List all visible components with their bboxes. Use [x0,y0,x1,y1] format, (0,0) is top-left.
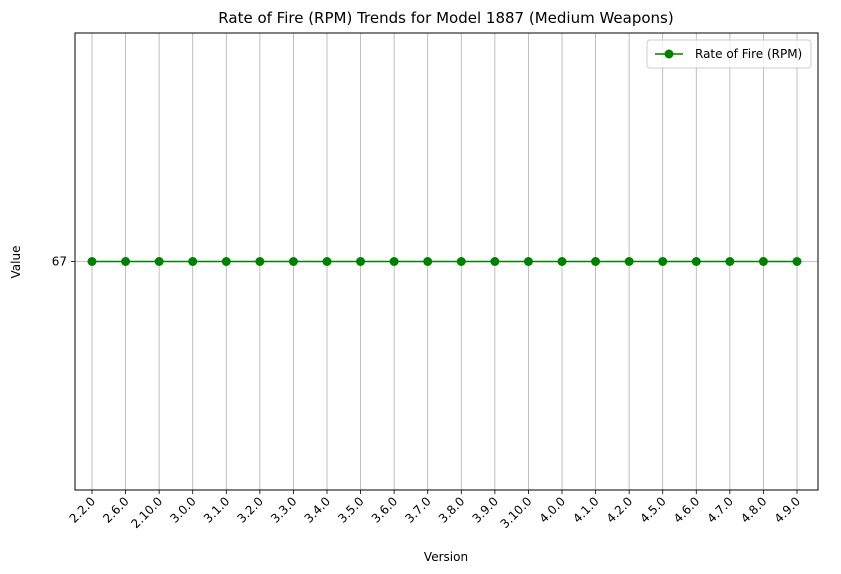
data-point [87,257,97,266]
x-tick-label: 2.2.0 [67,494,98,525]
data-point [423,257,433,266]
x-tick-label: 3.6.0 [369,494,400,525]
chart-title: Rate of Fire (RPM) Trends for Model 1887… [218,9,673,27]
data-point [523,257,533,266]
x-axis-label: Version [424,550,468,564]
data-point [591,257,601,266]
x-tick-label: 3.7.0 [402,494,433,525]
data-point [456,257,466,266]
x-tick-label: 4.1.0 [570,494,601,525]
data-point [188,257,198,266]
x-tick-label: 4.2.0 [604,494,635,525]
data-point [658,257,668,266]
x-tick-label: 4.7.0 [704,494,735,525]
data-point [557,257,567,266]
x-tick-label: 3.4.0 [302,494,333,525]
data-point [221,257,231,266]
x-tick-label: 3.5.0 [335,494,366,525]
y-axis-label: Value [9,246,23,279]
x-tick-label: 4.5.0 [637,494,668,525]
x-tick-label: 2.10.0 [128,494,165,531]
data-point [154,257,164,266]
data-point [691,257,701,266]
series-layer [87,257,802,266]
x-tick-label: 4.9.0 [772,494,803,525]
data-point [758,257,768,266]
data-point [356,257,366,266]
x-tick-label: 3.8.0 [436,494,467,525]
data-point [490,257,500,266]
data-point [389,257,399,266]
data-point [322,257,332,266]
y-tick-label: 67 [52,255,67,269]
x-tick-label: 3.2.0 [234,494,265,525]
x-tick-label: 4.0.0 [537,494,568,525]
data-point [121,257,131,266]
data-point [792,257,802,266]
legend-entry: Rate of Fire (RPM) [695,47,802,61]
x-tick-label: 3.3.0 [268,494,299,525]
legend-box [646,39,812,69]
data-point [288,257,298,266]
x-tick-label: 3.0.0 [167,494,198,525]
x-tick-label: 4.8.0 [738,494,769,525]
x-tick-label: 3.1.0 [201,494,232,525]
legend-swatch-marker [664,49,674,59]
y-ticks: 67 [52,255,75,269]
x-tick-label: 3.9.0 [469,494,500,525]
data-point [624,257,634,266]
data-point [255,257,265,266]
x-tick-label: 4.6.0 [671,494,702,525]
x-tick-label: 2.6.0 [100,494,131,525]
data-point [725,257,735,266]
x-tick-label: 3.10.0 [498,494,535,531]
legend: Rate of Fire (RPM) [646,39,812,69]
x-ticks: 2.2.0 2.6.02.10.0 3.0.0 3.1.0 3.2.0 3.3.0 3.4.… [67,490,803,531]
